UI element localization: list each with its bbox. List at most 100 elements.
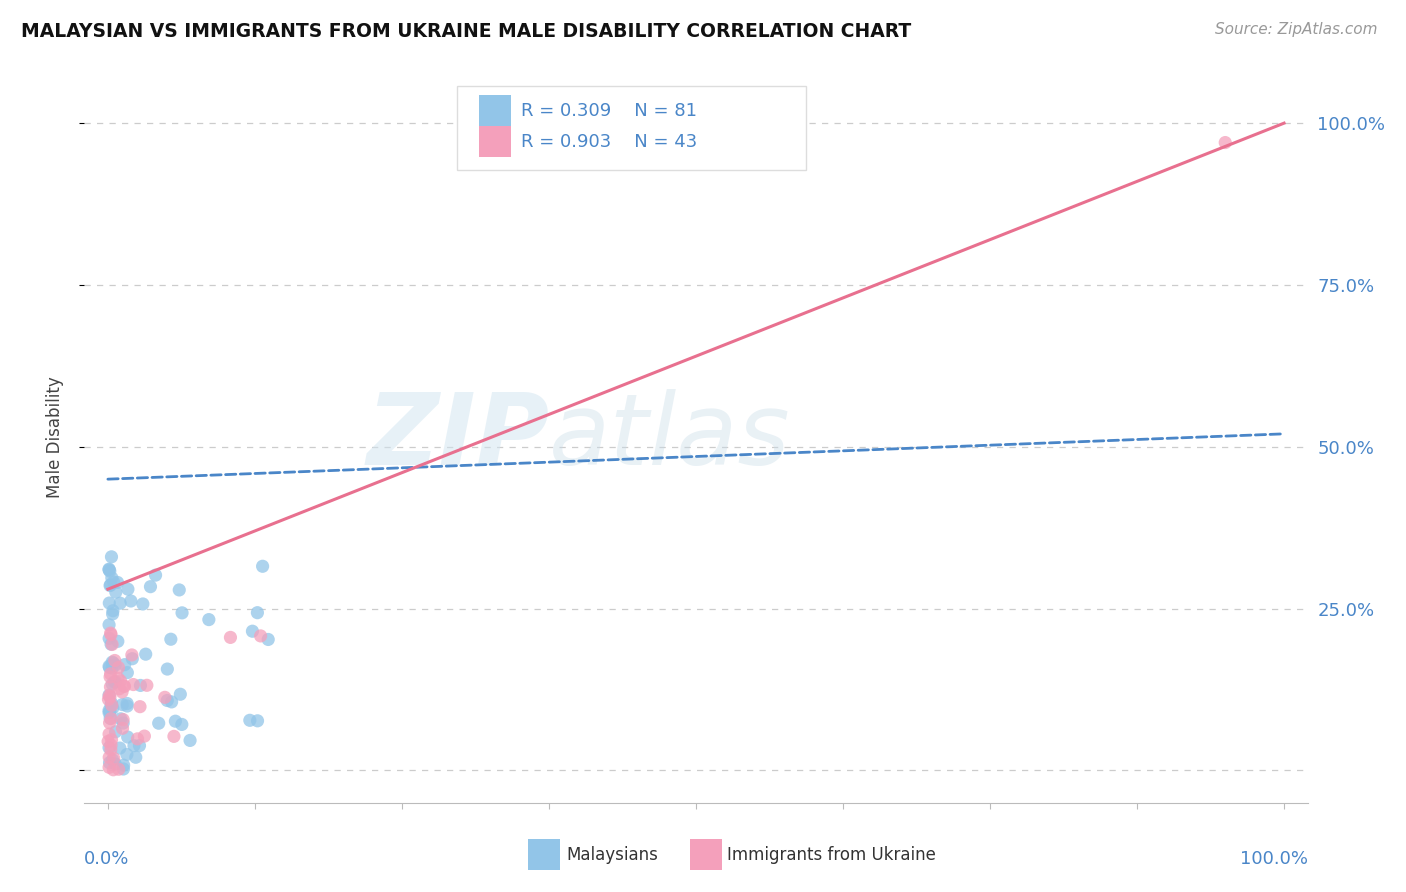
Point [100,680,122,694]
Point [98,740,121,755]
Point [122,677,145,691]
Point [163,730,186,744]
Point [100,738,122,752]
Point [219,631,242,645]
Point [97,692,120,706]
Point [110,673,132,688]
Point [103,656,125,670]
Point [156,693,179,707]
Point [107,660,129,674]
Point [101,607,124,621]
Point [129,678,152,692]
Point [104,674,127,689]
Point [98,727,121,741]
Point [98,564,121,578]
Y-axis label: Male Disability: Male Disability [45,376,63,498]
Point [117,582,139,597]
Point [179,733,201,747]
Point [98,703,121,717]
Point [139,580,162,594]
Point [101,661,124,675]
Point [100,637,122,651]
Text: atlas: atlas [550,389,790,485]
Point [100,698,122,713]
Point [117,730,139,744]
Point [98,750,121,764]
Point [117,665,139,680]
Point [239,714,262,728]
Point [103,751,125,765]
Point [98,617,121,632]
Point [98,711,121,725]
Point [100,666,122,681]
Text: 100.0%: 100.0% [1240,850,1308,868]
Point [104,658,127,673]
Point [115,747,138,762]
Point [101,753,124,767]
Point [98,596,121,610]
Point [98,705,121,719]
Point [125,750,148,764]
Point [101,698,124,713]
Point [153,690,176,705]
Point [108,681,131,696]
Point [98,706,121,720]
Point [111,698,134,712]
Point [107,671,129,685]
Point [110,712,132,726]
FancyBboxPatch shape [690,839,721,870]
Point [246,606,269,620]
Point [121,648,143,662]
Point [257,632,280,647]
Point [104,724,127,739]
Point [111,721,134,735]
FancyBboxPatch shape [457,86,806,170]
Point [242,624,264,639]
Point [114,657,136,672]
Text: Immigrants from Ukraine: Immigrants from Ukraine [727,846,935,863]
Point [170,606,193,620]
Point [129,699,152,714]
FancyBboxPatch shape [529,839,560,870]
Point [100,578,122,592]
Point [103,675,125,690]
Text: R = 0.903    N = 43: R = 0.903 N = 43 [522,133,697,151]
FancyBboxPatch shape [479,95,512,126]
Point [135,678,157,692]
Point [100,627,122,641]
Point [122,739,145,753]
Point [98,563,121,577]
Point [100,696,122,710]
Point [98,670,121,684]
Point [101,701,124,715]
Point [98,632,121,646]
Point [100,732,122,747]
Point [252,559,274,574]
Point [127,731,149,746]
Text: ZIP: ZIP [366,389,550,485]
Point [132,597,155,611]
Point [108,596,131,610]
Text: R = 0.309    N = 81: R = 0.309 N = 81 [522,102,697,120]
Point [246,714,269,728]
Point [121,651,143,665]
Point [112,679,135,693]
Point [101,604,124,618]
Point [98,659,121,673]
FancyBboxPatch shape [479,126,512,157]
Point [114,679,136,693]
Text: Source: ZipAtlas.com: Source: ZipAtlas.com [1215,22,1378,37]
Point [107,634,129,648]
Point [103,763,125,777]
Point [112,713,135,727]
Point [160,695,183,709]
Point [100,712,122,726]
Point [104,756,127,771]
Point [100,742,122,756]
Point [104,585,127,599]
Point [170,717,193,731]
Point [198,613,221,627]
Point [249,629,271,643]
Point [101,655,124,669]
Point [111,685,134,699]
